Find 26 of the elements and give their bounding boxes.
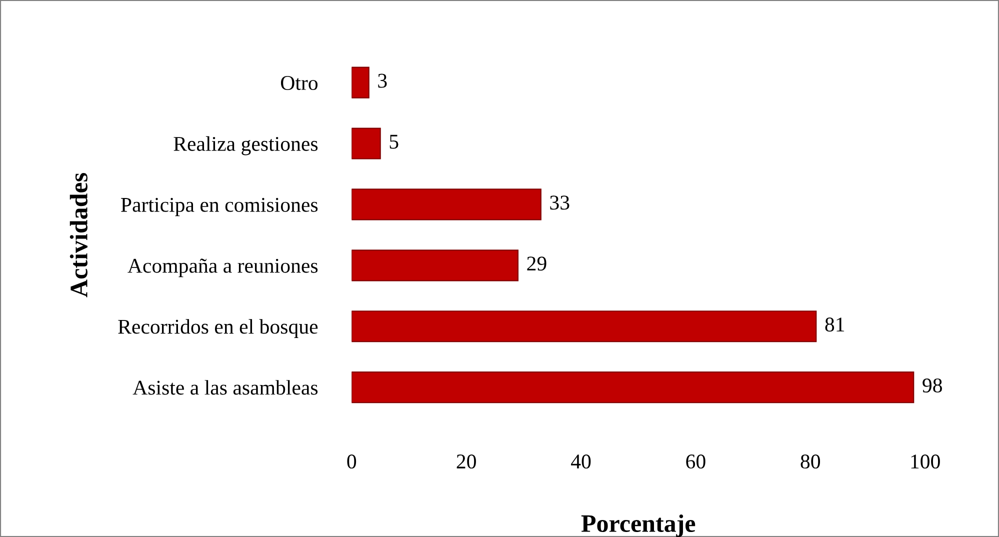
data-label: 3: [378, 74, 387, 88]
x-tick-label: 20: [456, 454, 476, 469]
y-axis-title: Actividades: [70, 173, 88, 298]
bar: [352, 66, 370, 98]
data-label: 33: [550, 196, 570, 210]
x-tick-label: 100: [911, 454, 940, 469]
bar: [352, 310, 817, 342]
data-label: 29: [527, 256, 546, 271]
y-tick-label: Otro: [280, 76, 318, 90]
y-tick-label: Asiste a las asambleas: [132, 380, 318, 395]
bar: [352, 188, 542, 220]
y-tick-label: Participa en comisiones: [121, 198, 318, 216]
x-axis-title: Porcentaje: [581, 514, 696, 537]
data-label: 81: [825, 318, 844, 332]
x-tick-label: 80: [800, 454, 820, 469]
y-tick-label: Realiza gestiones: [174, 136, 318, 156]
y-tick-label: Recorridos en el bosque: [118, 319, 318, 338]
bar: [352, 250, 518, 282]
bar: [352, 128, 381, 160]
data-label: 5: [390, 134, 398, 149]
bar: [352, 372, 914, 404]
x-tick-label: 60: [686, 454, 706, 469]
y-tick-label: Acompaña a reuniones: [128, 258, 318, 278]
x-tick-label: 40: [571, 454, 591, 469]
x-tick-label: 0: [347, 454, 356, 469]
data-label: 98: [922, 378, 942, 393]
